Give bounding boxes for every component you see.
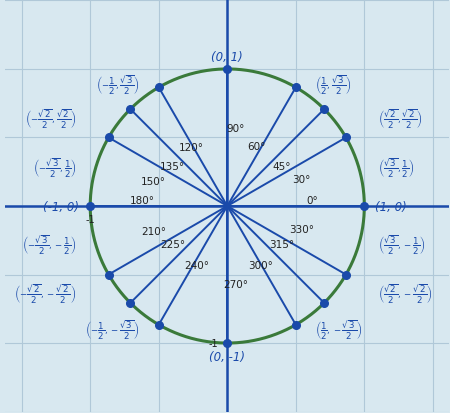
Text: 90°: 90° xyxy=(226,123,245,133)
Text: (-1, 0): (-1, 0) xyxy=(43,200,79,213)
Text: $\left(-\dfrac{1}{2}, \dfrac{\sqrt{3}}{2}\right)$: $\left(-\dfrac{1}{2}, \dfrac{\sqrt{3}}{2… xyxy=(96,73,140,96)
Text: $\left(-\dfrac{\sqrt{2}}{2}, \dfrac{\sqrt{2}}{2}\right)$: $\left(-\dfrac{\sqrt{2}}{2}, \dfrac{\sqr… xyxy=(25,107,77,131)
Text: 180°: 180° xyxy=(130,195,155,205)
Text: $\left(\dfrac{\sqrt{3}}{2}, -\dfrac{1}{2}\right)$: $\left(\dfrac{\sqrt{3}}{2}, -\dfrac{1}{2… xyxy=(378,233,425,256)
Text: (1, 0): (1, 0) xyxy=(375,200,407,213)
Text: 30°: 30° xyxy=(292,174,310,184)
Text: 0°: 0° xyxy=(306,195,318,205)
Text: $\left(\dfrac{\sqrt{3}}{2}, \dfrac{1}{2}\right)$: $\left(\dfrac{\sqrt{3}}{2}, \dfrac{1}{2}… xyxy=(378,157,414,180)
Text: 330°: 330° xyxy=(289,225,314,235)
Text: 210°: 210° xyxy=(141,226,166,236)
Text: $\left(-\dfrac{\sqrt{3}}{2}, \dfrac{1}{2}\right)$: $\left(-\dfrac{\sqrt{3}}{2}, \dfrac{1}{2… xyxy=(33,157,76,180)
Text: (0, -1): (0, -1) xyxy=(209,350,245,363)
Text: $\left(\dfrac{\sqrt{2}}{2}, \dfrac{\sqrt{2}}{2}\right)$: $\left(\dfrac{\sqrt{2}}{2}, \dfrac{\sqrt… xyxy=(378,107,422,131)
Text: 270°: 270° xyxy=(223,280,248,290)
Text: $\left(\dfrac{1}{2}, \dfrac{\sqrt{3}}{2}\right)$: $\left(\dfrac{1}{2}, \dfrac{\sqrt{3}}{2}… xyxy=(315,73,351,96)
Text: (0, 1): (0, 1) xyxy=(212,51,243,64)
Text: $\left(-\dfrac{\sqrt{2}}{2}, -\dfrac{\sqrt{2}}{2}\right)$: $\left(-\dfrac{\sqrt{2}}{2}, -\dfrac{\sq… xyxy=(14,282,77,306)
Text: 45°: 45° xyxy=(273,162,291,172)
Text: 135°: 135° xyxy=(160,162,185,172)
Text: 225°: 225° xyxy=(160,240,185,250)
Text: $\left(-\dfrac{\sqrt{3}}{2}, -\dfrac{1}{2}\right)$: $\left(-\dfrac{\sqrt{3}}{2}, -\dfrac{1}{… xyxy=(22,233,76,256)
Text: $\left(\dfrac{\sqrt{2}}{2}, -\dfrac{\sqrt{2}}{2}\right)$: $\left(\dfrac{\sqrt{2}}{2}, -\dfrac{\sqr… xyxy=(378,282,433,306)
Text: 60°: 60° xyxy=(247,141,265,151)
Text: $\left(-\dfrac{1}{2}, -\dfrac{\sqrt{3}}{2}\right)$: $\left(-\dfrac{1}{2}, -\dfrac{\sqrt{3}}{… xyxy=(85,318,140,341)
Text: 315°: 315° xyxy=(270,240,295,250)
Text: 150°: 150° xyxy=(141,177,166,187)
Text: 300°: 300° xyxy=(248,260,273,270)
Text: $\left(\dfrac{1}{2}, -\dfrac{\sqrt{3}}{2}\right)$: $\left(\dfrac{1}{2}, -\dfrac{\sqrt{3}}{2… xyxy=(315,318,362,341)
Text: -1: -1 xyxy=(208,338,218,348)
Text: 240°: 240° xyxy=(184,260,210,270)
Text: -1: -1 xyxy=(86,215,95,225)
Text: 120°: 120° xyxy=(179,143,204,153)
